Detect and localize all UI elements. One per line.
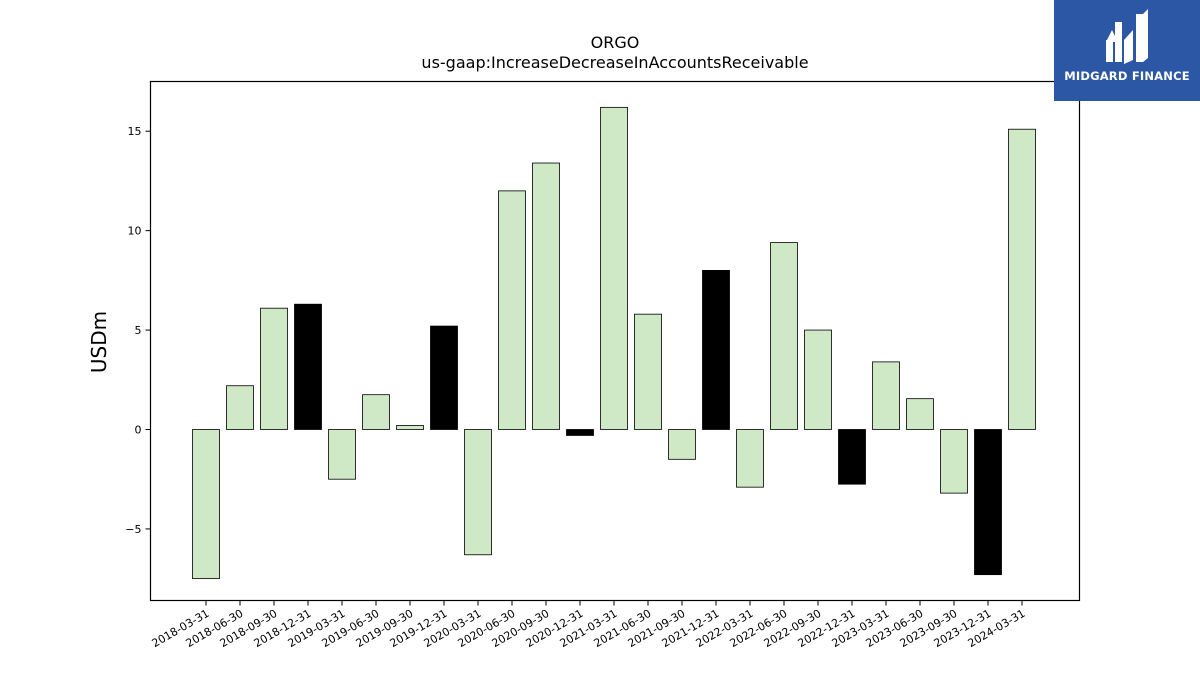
bar-2021-03-31: [600, 106, 628, 430]
bar-2023-03-31: [872, 361, 900, 430]
y-axis: −5 0 5 10 15: [125, 125, 151, 536]
chart-title-metric: us-gaap:IncreaseDecreaseInAccountsReceiv…: [421, 53, 808, 72]
y-tick-label: −5: [125, 523, 141, 536]
bar-2020-12-31: [566, 429, 594, 436]
bar-2021-12-31: [702, 270, 730, 430]
bar-2019-06-30: [362, 394, 390, 430]
bar-2019-03-31: [328, 429, 356, 480]
bar-2023-12-31: [974, 429, 1002, 576]
bar-2021-06-30: [634, 313, 662, 430]
y-axis-label: USDm: [87, 311, 111, 373]
bar-2024-03-31: [1008, 128, 1036, 430]
bar-2020-03-31: [464, 429, 492, 556]
bar-2022-03-31: [736, 429, 764, 488]
logo-mark-icon: [1106, 9, 1148, 64]
bar-2019-09-30: [396, 425, 424, 430]
bar-2020-06-30: [498, 190, 526, 430]
bar-2020-09-30: [532, 162, 560, 430]
bar-2018-03-31: [192, 429, 220, 580]
bar-2018-06-30: [226, 385, 254, 430]
bar-2021-09-30: [668, 429, 696, 460]
y-tick-label: 5: [135, 324, 142, 337]
chart-title-ticker: ORGO: [591, 33, 640, 52]
plot-frame: [149, 80, 1081, 602]
bar-2023-06-30: [906, 398, 934, 430]
y-tick-label: 10: [128, 225, 142, 238]
logo-wordmark: MIDGARD FINANCE: [1064, 69, 1190, 83]
bar-2018-12-31: [294, 303, 322, 430]
bar-2023-09-30: [940, 429, 968, 494]
bar-2018-09-30: [260, 307, 288, 430]
bar-2022-12-31: [838, 429, 866, 485]
midgard-finance-logo: MIDGARD FINANCE: [1054, 0, 1200, 101]
bar-2022-09-30: [804, 329, 832, 430]
y-tick-label: 0: [135, 423, 142, 436]
x-axis: 2018-03-312018-06-302018-09-302018-12-31…: [150, 600, 1028, 650]
bar-2019-12-31: [430, 325, 458, 430]
bar-2022-06-30: [770, 242, 798, 430]
y-tick-label: 15: [128, 125, 142, 138]
bars-group: [192, 106, 1036, 580]
